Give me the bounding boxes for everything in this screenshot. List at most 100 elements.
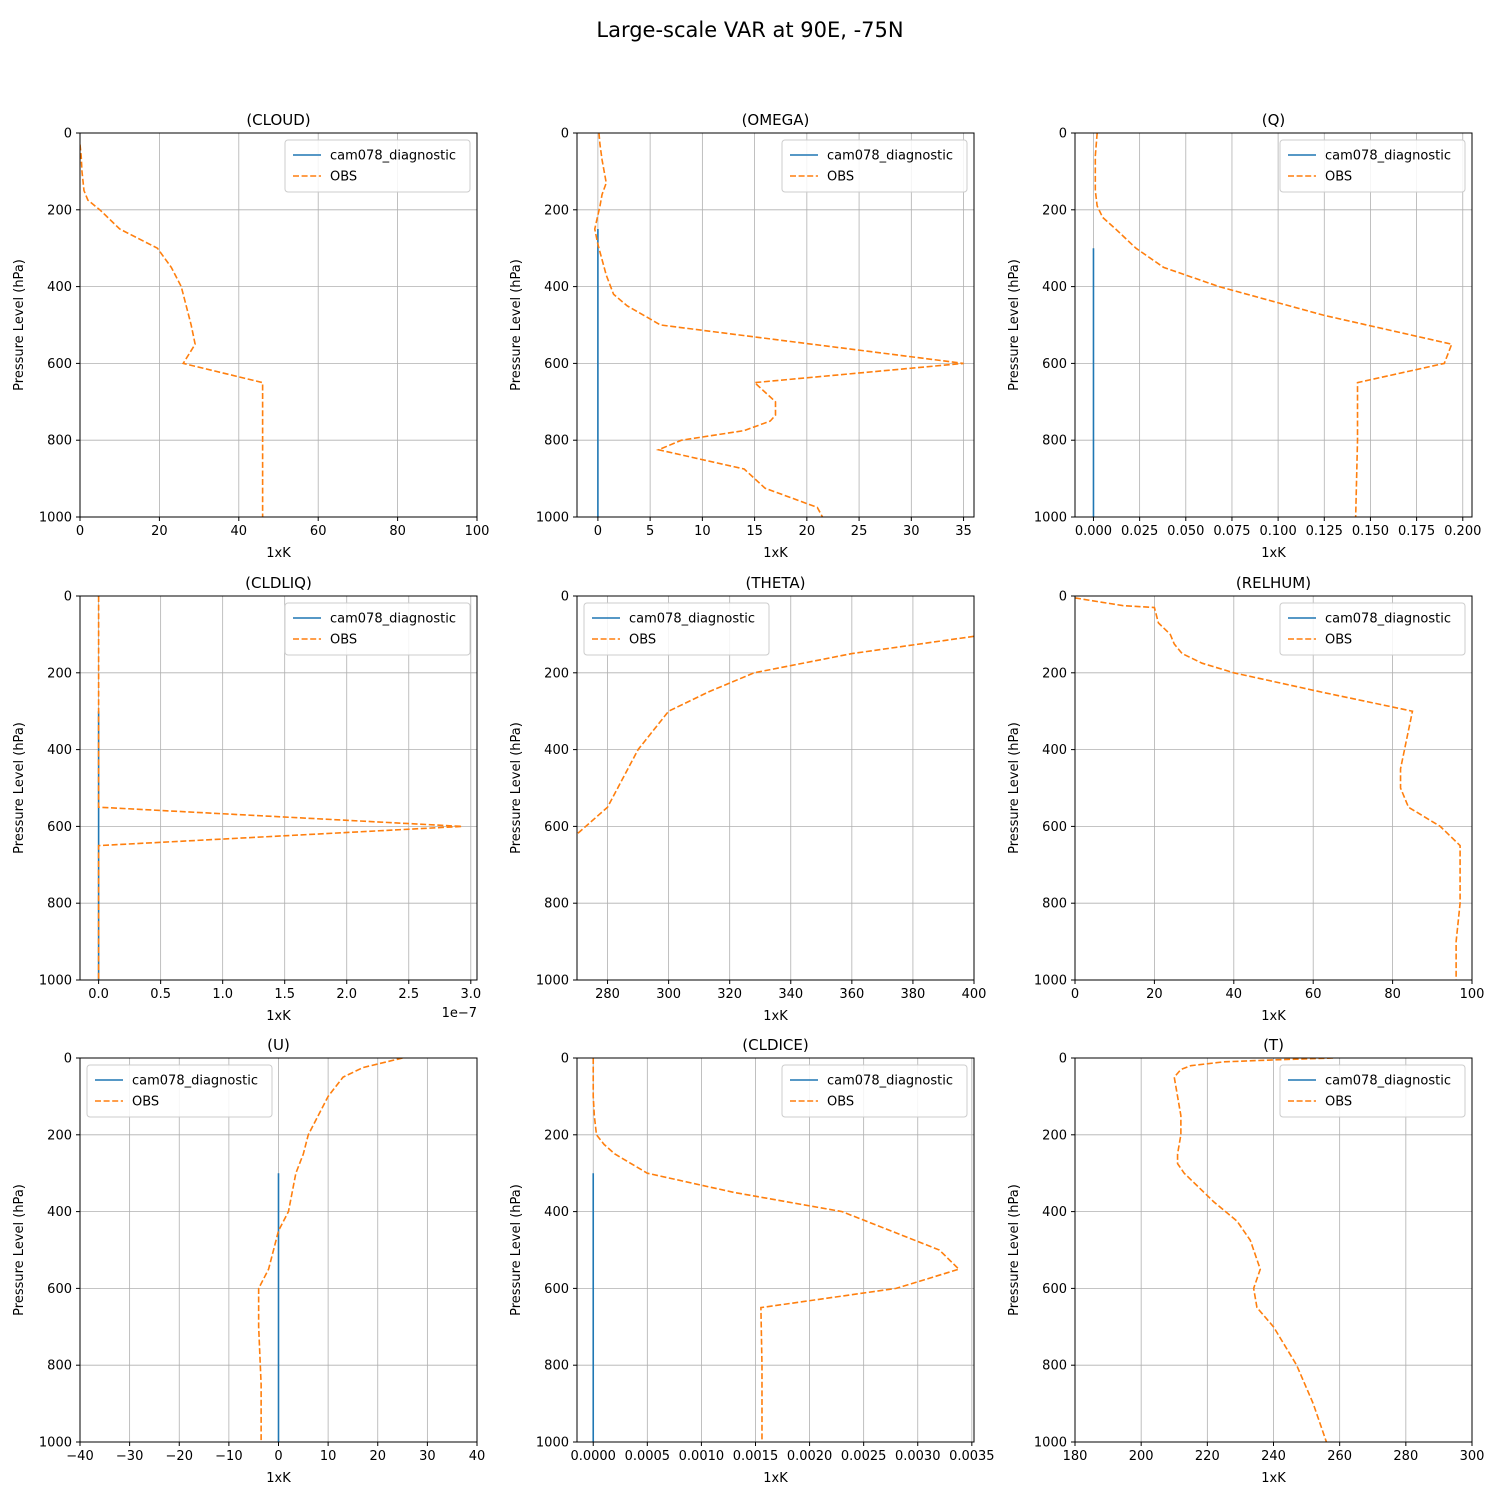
y-tick-label: 800 [1042, 1359, 1067, 1374]
legend-box [1279, 602, 1466, 656]
y-tick-label: 800 [1042, 897, 1067, 912]
y-tick-label: 0 [64, 590, 72, 605]
y-tick-label: 800 [1042, 434, 1067, 449]
chart-panel: 0 20 40 60 80 10002004006008001000(CLOUD)1xKP… [12, 111, 489, 561]
y-tick-label: 200 [1042, 666, 1067, 681]
legend-model-label: cam078_diagnostic [1325, 149, 1451, 164]
legend-obs-label: OBS [1325, 170, 1352, 185]
chart-panel: −40 −30 −20 −10 0 10 20 30 4002004006008001000(U… [12, 1036, 485, 1486]
x-tick-label: 240 [1261, 1449, 1286, 1464]
legend-model-label: cam078_diagnostic [330, 149, 456, 164]
y-tick-label: 200 [1042, 203, 1067, 218]
x-tick-label: 2.5 [398, 987, 419, 1002]
y-axis-label: Pressure Level (hPa) [509, 1184, 524, 1316]
x-tick-label: 100 [1460, 987, 1485, 1002]
x-tick-label: 35 [955, 524, 972, 539]
x-tick-label: −40 [66, 1449, 93, 1464]
y-tick-label: 800 [544, 434, 569, 449]
chart-panel: 0 5 10 15 20 25 30 35 0 200 400 600 800 1000 (OMEGA) 1x… [509, 111, 975, 561]
axes-frame [79, 132, 478, 518]
x-tick-label: 80 [389, 524, 406, 539]
y-tick-label: 400 [47, 743, 72, 758]
x-axis-label: 1xK [1261, 546, 1286, 561]
x-tick-label: 0.0010 [679, 1449, 725, 1464]
y-tick-label: 0 [561, 127, 569, 142]
panel-title: (T) [1263, 1036, 1284, 1054]
legend: cam078_diagnostic OBS [781, 139, 968, 193]
y-tick-label: 0 [64, 127, 72, 142]
panel-title: (CLDLIQ) [245, 574, 312, 592]
x-tick-label: 0.0030 [895, 1449, 941, 1464]
obs-series-line [592, 1058, 961, 1442]
y-tick-label: 800 [544, 1359, 569, 1374]
y-tick-label: 1000 [1034, 511, 1067, 526]
legend: cam078_diagnostic OBS [1279, 139, 1466, 193]
legend-box [1279, 1064, 1466, 1118]
legend-box [781, 1064, 968, 1118]
legend: cam078_diagnostic OBS [781, 1064, 968, 1118]
legend-box [781, 139, 968, 193]
x-tick-label: 280 [595, 987, 620, 1002]
x-tick-label: 220 [1195, 1449, 1220, 1464]
x-tick-label: 0.0015 [733, 1449, 779, 1464]
x-tick-label: 0.075 [1213, 524, 1250, 539]
legend-obs-label: OBS [1325, 633, 1352, 648]
y-tick-label: 400 [47, 280, 72, 295]
legend-box [583, 602, 770, 656]
obs-series-line [1173, 1058, 1334, 1442]
obs-series-line [97, 596, 463, 980]
chart-panel: 0.0 0.5 1.0 1.5 2.0 2.5 3.0 0 200 400 600 800 1000 (C… [12, 574, 481, 1024]
y-tick-label: 0 [561, 1052, 569, 1067]
y-tick-label: 0 [1059, 1052, 1067, 1067]
x-tick-label: 20 [799, 524, 816, 539]
x-tick-label: 25 [851, 524, 868, 539]
y-tick-label: 600 [47, 357, 72, 372]
y-tick-label: 800 [47, 897, 72, 912]
x-tick-label: 280 [1393, 1449, 1418, 1464]
obs-series-line [1075, 597, 1461, 980]
y-tick-label: 0 [1059, 127, 1067, 142]
legend-obs-label: OBS [827, 170, 854, 185]
panel-grid: 0 20 40 60 80 10002004006008001000(CLOUD)1xKP… [12, 111, 1484, 1486]
legend-model-label: cam078_diagnostic [629, 612, 755, 627]
x-tick-label: 0.200 [1444, 524, 1481, 539]
x-tick-label: 340 [778, 987, 803, 1002]
y-tick-label: 600 [544, 820, 569, 835]
x-tick-label: 300 [1460, 1449, 1485, 1464]
x-tick-label: 0.125 [1306, 524, 1343, 539]
y-tick-label: 600 [544, 1282, 569, 1297]
x-tick-label: 0.0025 [841, 1449, 887, 1464]
x-tick-label: 0.175 [1398, 524, 1435, 539]
x-axis-label: 1xK [763, 546, 788, 561]
x-tick-label: 40 [469, 1449, 486, 1464]
legend-obs-label: OBS [330, 633, 357, 648]
x-tick-label: 10 [694, 524, 711, 539]
y-tick-label: 1000 [536, 1436, 569, 1451]
panel-title: (Q) [1262, 111, 1286, 129]
legend-obs-label: OBS [1325, 1095, 1352, 1110]
x-tick-label: 0.025 [1121, 524, 1158, 539]
legend-obs-label: OBS [827, 1095, 854, 1110]
y-tick-label: 400 [1042, 743, 1067, 758]
x-tick-label: 40 [231, 524, 248, 539]
y-tick-label: 200 [544, 203, 569, 218]
obs-series-line [257, 1058, 403, 1442]
x-axis-label: 1xK [763, 1009, 788, 1024]
legend-model-label: cam078_diagnostic [1325, 1074, 1451, 1089]
y-tick-label: 0 [1059, 590, 1067, 605]
x-tick-label: 20 [151, 524, 168, 539]
y-tick-label: 600 [544, 357, 569, 372]
legend-model-label: cam078_diagnostic [827, 1074, 953, 1089]
legend-box [284, 139, 471, 193]
x-axis-label: 1xK [1261, 1471, 1286, 1486]
x-tick-label: 2.0 [336, 987, 357, 1002]
panel-title: (CLOUD) [246, 111, 310, 129]
x-tick-label: 0.0000 [570, 1449, 616, 1464]
y-tick-label: 600 [47, 1282, 72, 1297]
x-tick-label: 0.0020 [787, 1449, 833, 1464]
y-tick-label: 400 [1042, 1205, 1067, 1220]
x-tick-label: 3.0 [460, 987, 481, 1002]
obs-series-line [577, 635, 974, 835]
x-tick-label: 15 [746, 524, 763, 539]
y-tick-label: 1000 [39, 974, 72, 989]
